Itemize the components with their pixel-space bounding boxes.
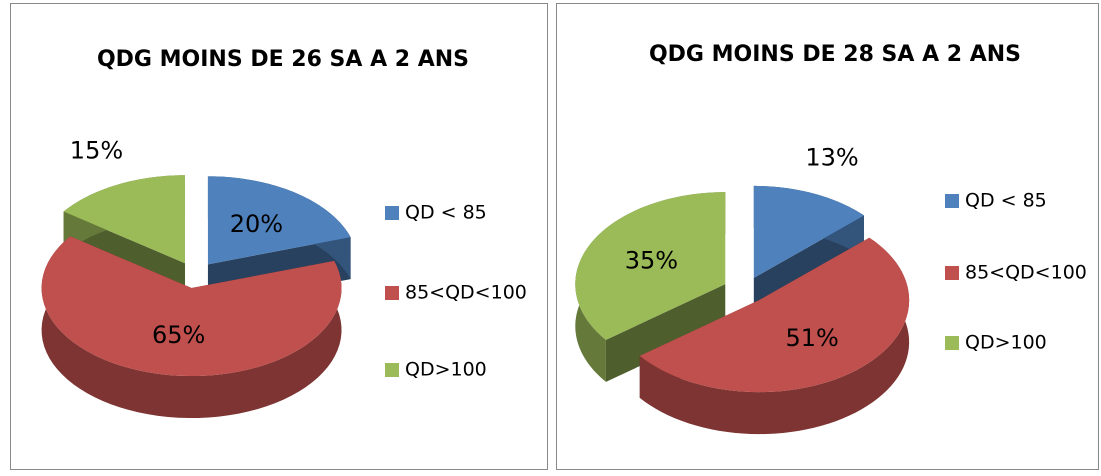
slice-top (63, 175, 186, 264)
slice-top (753, 185, 865, 278)
slice (639, 237, 910, 435)
data-label: 35% (625, 247, 678, 275)
data-label: 15% (70, 136, 123, 164)
slice-top (207, 176, 351, 265)
legend-swatch (945, 194, 959, 208)
chart-title: QDG MOINS DE 28 SA A 2 ANS (649, 42, 1021, 67)
slice-side (41, 236, 342, 419)
slice-top (41, 236, 342, 377)
legend-label: 85<QD<100 (965, 262, 1087, 284)
legend-swatch (945, 266, 959, 280)
legend-label: QD>100 (405, 359, 487, 381)
slice (63, 175, 186, 306)
legend-label: 85<QD<100 (405, 282, 527, 304)
slice (575, 192, 726, 382)
legend-label: QD>100 (965, 332, 1047, 354)
legend-swatch (385, 206, 399, 220)
legend-label: QD < 85 (965, 190, 1047, 212)
legend-label: QD < 85 (405, 202, 487, 224)
legend-swatch (385, 286, 399, 300)
data-label: 65% (152, 321, 205, 349)
slice-top (639, 237, 910, 393)
data-label: 20% (230, 210, 283, 238)
slice-side (639, 237, 910, 435)
slice-wall (605, 284, 726, 382)
slice (41, 236, 342, 419)
data-label: 13% (805, 143, 858, 171)
chart-title: QDG MOINS DE 26 SA A 2 ANS (97, 47, 469, 72)
slice-top (575, 192, 726, 340)
legend-swatch (945, 336, 959, 350)
data-label: 51% (785, 324, 838, 352)
legend-swatch (385, 363, 399, 377)
